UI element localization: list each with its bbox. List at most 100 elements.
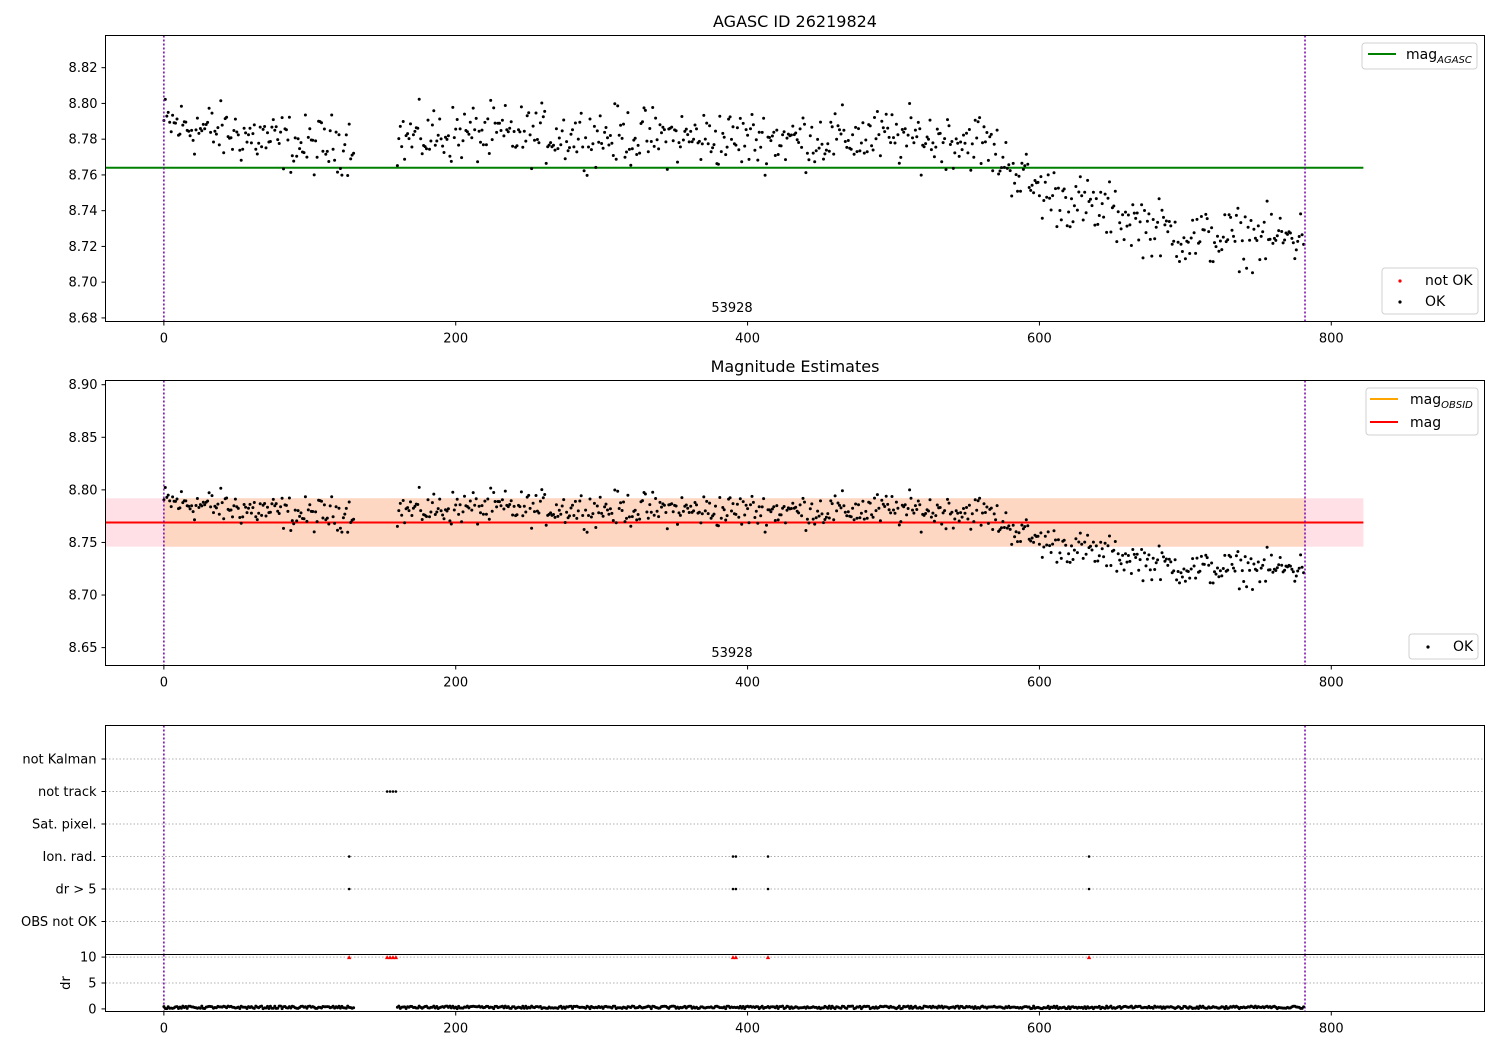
dr-point-26 bbox=[200, 1004, 204, 1008]
agasc-point-63 bbox=[254, 147, 258, 151]
agasc-xtick-label-800: 800 bbox=[1319, 332, 1344, 347]
magnitude-point-357 bbox=[725, 514, 729, 518]
magnitude-point-694 bbox=[1217, 575, 1221, 579]
agasc-point-380 bbox=[759, 145, 763, 149]
agasc-point-259 bbox=[582, 169, 586, 173]
dr-point-132 bbox=[397, 1004, 401, 1008]
magnitude-point-516 bbox=[957, 519, 961, 523]
agasc-point-472 bbox=[893, 141, 897, 145]
agasc-point-674 bbox=[1188, 252, 1192, 255]
agasc-point-173 bbox=[457, 143, 461, 147]
agasc-point-474 bbox=[896, 133, 900, 137]
agasc-point-439 bbox=[845, 145, 849, 149]
agasc-point-123 bbox=[341, 149, 345, 153]
agasc-point-751 bbox=[1300, 233, 1304, 237]
agasc-point-553 bbox=[1011, 161, 1015, 165]
agasc-point-446 bbox=[855, 150, 859, 154]
magnitude-point-329 bbox=[684, 503, 688, 507]
magnitude-point-580 bbox=[1051, 542, 1055, 546]
agasc-point-87 bbox=[289, 170, 293, 174]
agasc-point-711 bbox=[1242, 257, 1246, 261]
agasc-point-634 bbox=[1129, 244, 1133, 247]
agasc-point-642 bbox=[1141, 256, 1145, 260]
flag-label-0: not Kalman bbox=[22, 753, 96, 768]
magnitude-point-737 bbox=[1280, 563, 1284, 567]
agasc-point-554 bbox=[1013, 181, 1017, 185]
agasc-point-130 bbox=[352, 151, 356, 155]
magnitude-point-607 bbox=[1090, 548, 1094, 552]
agasc-point-374 bbox=[750, 113, 754, 116]
dr-xtick-label-800: 800 bbox=[1319, 1022, 1344, 1037]
magnitude-point-562 bbox=[1024, 518, 1028, 522]
agasc-point-290 bbox=[627, 147, 631, 151]
magnitude-point-707 bbox=[1236, 550, 1240, 554]
magnitude-point-446 bbox=[855, 516, 859, 520]
magnitude-point-258 bbox=[581, 514, 585, 517]
magnitude-point-61 bbox=[251, 506, 255, 510]
agasc-point-492 bbox=[922, 145, 926, 149]
legend-sub-agasc: AGASC bbox=[1436, 55, 1472, 66]
magnitude-point-671 bbox=[1183, 579, 1187, 583]
magnitude-point-498 bbox=[931, 511, 935, 515]
agasc-point-679 bbox=[1195, 217, 1199, 221]
agasc-point-46 bbox=[229, 136, 233, 140]
magnitude-point-364 bbox=[735, 502, 739, 506]
magnitude-point-709 bbox=[1239, 558, 1243, 562]
agasc-point-506 bbox=[943, 137, 947, 141]
agasc-point-550 bbox=[1007, 163, 1011, 167]
agasc-point-463 bbox=[880, 119, 884, 123]
agasc-point-316 bbox=[665, 167, 669, 171]
magnitude-point-375 bbox=[751, 500, 755, 504]
agasc-point-694 bbox=[1217, 249, 1221, 253]
agasc-point-682 bbox=[1199, 215, 1203, 218]
agasc-point-115 bbox=[330, 113, 334, 117]
magnitude-point-36 bbox=[214, 506, 218, 510]
magnitude-point-437 bbox=[842, 504, 846, 508]
agasc-point-22 bbox=[194, 128, 198, 132]
magnitude-point-656 bbox=[1162, 555, 1165, 559]
magnitude-point-420 bbox=[817, 514, 821, 518]
magnitude-point-655 bbox=[1160, 551, 1164, 555]
agasc-point-171 bbox=[454, 127, 458, 131]
agasc-point-268 bbox=[595, 129, 599, 133]
magnitude-point-643 bbox=[1143, 551, 1146, 555]
agasc-point-467 bbox=[886, 126, 890, 130]
magnitude-point-392 bbox=[776, 518, 780, 522]
agasc-point-718 bbox=[1252, 227, 1256, 231]
magnitude-point-190 bbox=[481, 512, 485, 516]
magnitude-point-500 bbox=[934, 514, 938, 518]
agasc-point-563 bbox=[1026, 162, 1030, 166]
agasc-point-459 bbox=[874, 137, 878, 141]
agasc-point-9 bbox=[175, 117, 179, 121]
magnitude-point-722 bbox=[1258, 580, 1262, 584]
agasc-point-264 bbox=[589, 148, 593, 152]
magnitude-point-31 bbox=[207, 491, 211, 495]
magnitude-point-625 bbox=[1116, 552, 1120, 556]
agasc-point-386 bbox=[768, 136, 771, 139]
magnitude-point-595 bbox=[1072, 548, 1076, 552]
agasc-point-238 bbox=[552, 143, 555, 147]
agasc-point-586 bbox=[1059, 218, 1063, 222]
flag-marker-1-3 bbox=[394, 790, 398, 793]
agasc-point-485 bbox=[912, 141, 916, 145]
agasc-point-482 bbox=[908, 102, 912, 105]
magnitude-point-371 bbox=[746, 507, 750, 511]
magnitude-point-303 bbox=[646, 516, 650, 520]
magnitude-point-8 bbox=[174, 499, 177, 503]
magnitude-point-218 bbox=[522, 504, 526, 508]
magnitude-point-263 bbox=[588, 497, 592, 501]
dr-point-52 bbox=[238, 1007, 242, 1010]
magnitude-point-172 bbox=[455, 497, 459, 501]
magnitude-point-342 bbox=[703, 509, 707, 513]
dr-point-649 bbox=[1151, 1006, 1155, 1010]
magnitude-point-717 bbox=[1251, 588, 1254, 591]
agasc-point-438 bbox=[843, 140, 847, 143]
agasc-point-305 bbox=[649, 140, 653, 143]
magnitude-point-721 bbox=[1256, 560, 1260, 564]
agasc-point-480 bbox=[905, 144, 909, 148]
agasc-point-335 bbox=[693, 123, 697, 127]
magnitude-point-20 bbox=[191, 510, 195, 514]
magnitude-point-579 bbox=[1049, 551, 1053, 554]
magnitude-point-634 bbox=[1129, 572, 1133, 575]
magnitude-point-153 bbox=[428, 515, 431, 519]
